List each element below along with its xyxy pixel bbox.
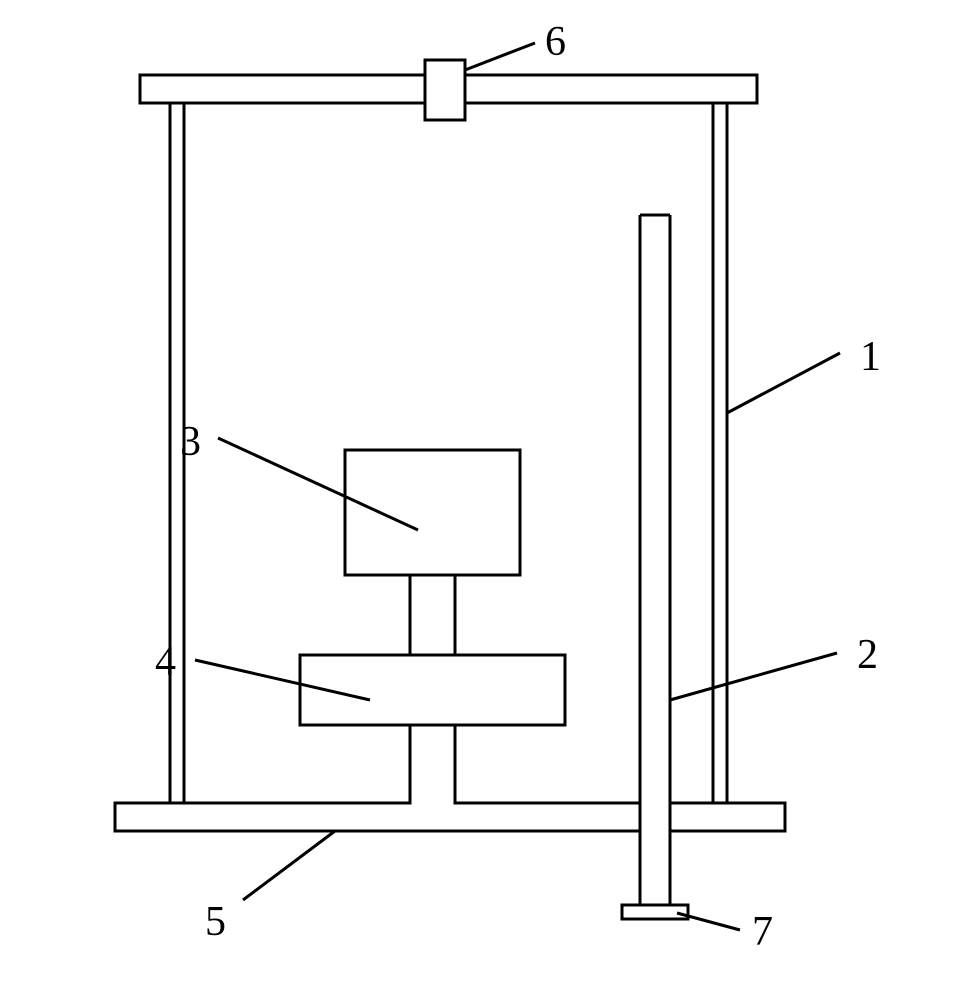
leader-5 <box>243 831 335 900</box>
inner-pipe-lower <box>640 831 670 905</box>
center-lower-box <box>300 655 565 725</box>
top-block <box>425 60 465 120</box>
label-4: 4 <box>155 639 176 685</box>
label-2: 2 <box>857 632 878 678</box>
technical-diagram: 1 2 3 4 5 6 7 <box>0 0 975 987</box>
center-mid-stem <box>410 575 455 655</box>
label-1: 1 <box>860 334 881 380</box>
label-5: 5 <box>205 899 226 945</box>
inner-pipe-upper <box>640 215 670 803</box>
frame-bottom-beam <box>115 803 785 831</box>
leader-2 <box>670 653 837 700</box>
label-6: 6 <box>545 19 566 65</box>
label-3: 3 <box>180 419 201 465</box>
leader-6 <box>465 43 535 70</box>
label-7: 7 <box>752 909 773 955</box>
leader-1 <box>727 353 840 413</box>
center-upper-box <box>345 450 520 575</box>
frame-right-wall <box>713 103 727 803</box>
center-lower-stem <box>410 725 455 803</box>
leader-7 <box>677 913 740 930</box>
